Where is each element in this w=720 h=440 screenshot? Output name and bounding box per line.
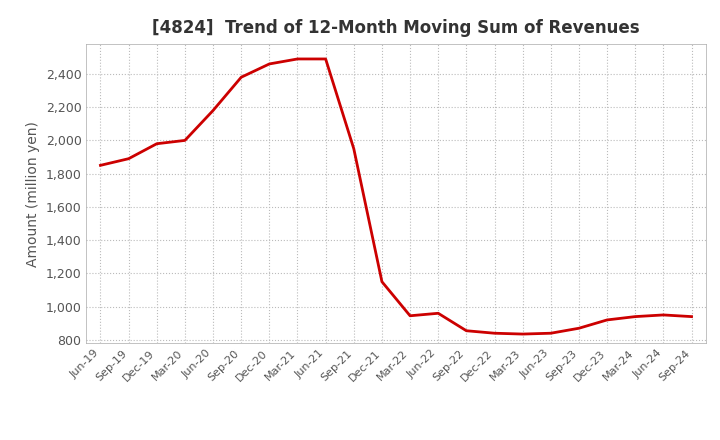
Y-axis label: Amount (million yen): Amount (million yen) — [26, 121, 40, 267]
Title: [4824]  Trend of 12-Month Moving Sum of Revenues: [4824] Trend of 12-Month Moving Sum of R… — [152, 19, 640, 37]
